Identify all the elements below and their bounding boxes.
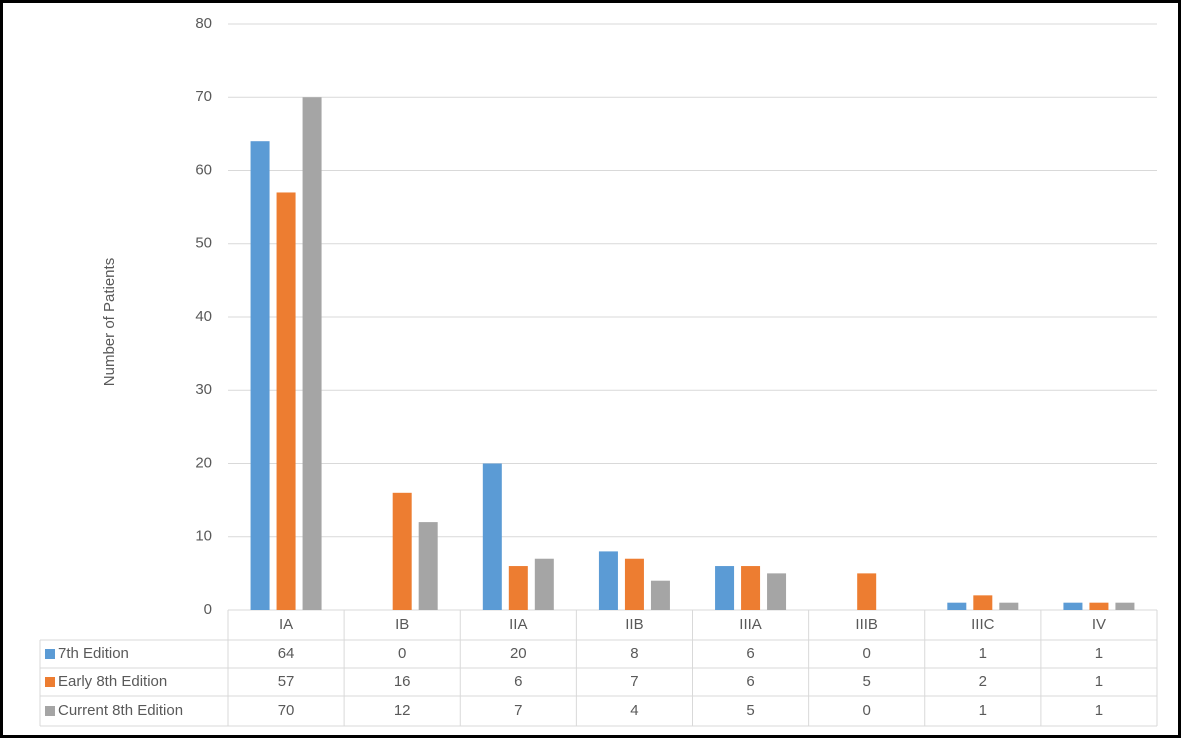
- table-value: 2: [979, 673, 987, 690]
- y-tick-label: 70: [195, 88, 212, 105]
- y-tick-label: 0: [204, 601, 212, 618]
- x-tick-label: IIB: [625, 616, 643, 633]
- legend-key: [45, 649, 55, 659]
- legend-key: [45, 677, 55, 687]
- table-value: 1: [1095, 702, 1103, 719]
- table-value: 64: [278, 645, 295, 662]
- table-value: 16: [394, 673, 411, 690]
- x-tick-label: IIIA: [739, 616, 762, 633]
- bar: [250, 141, 270, 610]
- bar: [1063, 602, 1083, 610]
- bar: [508, 566, 528, 610]
- bar: [650, 580, 670, 610]
- x-tick-label: IIIC: [971, 616, 995, 633]
- bar: [973, 595, 993, 610]
- bar: [999, 602, 1019, 610]
- bar: [534, 558, 554, 610]
- bar: [767, 573, 787, 610]
- table-value: 4: [630, 702, 638, 719]
- table-value: 5: [746, 702, 754, 719]
- y-tick-label: 60: [195, 161, 212, 178]
- legend-label: Current 8th Edition: [58, 702, 183, 719]
- table-value: 70: [278, 702, 295, 719]
- table-value: 0: [863, 702, 871, 719]
- table-value: 6: [514, 673, 522, 690]
- table-value: 0: [398, 645, 406, 662]
- y-tick-label: 10: [195, 528, 212, 545]
- table-value: 1: [979, 702, 987, 719]
- table-value: 5: [863, 673, 871, 690]
- y-tick-label: 80: [195, 15, 212, 32]
- bar: [715, 566, 735, 610]
- bar: [276, 192, 296, 610]
- table-value: 0: [863, 645, 871, 662]
- x-tick-label: IIA: [509, 616, 527, 633]
- y-tick-label: 30: [195, 381, 212, 398]
- legend-key: [45, 706, 55, 716]
- table-value: 7: [630, 673, 638, 690]
- table-value: 6: [746, 673, 754, 690]
- table-value: 57: [278, 673, 295, 690]
- y-axis-label: Number of Patients: [101, 258, 118, 386]
- y-tick-label: 40: [195, 308, 212, 325]
- bar: [302, 97, 322, 610]
- bar: [1089, 602, 1109, 610]
- bar: [598, 551, 618, 610]
- legend-label: 7th Edition: [58, 645, 129, 662]
- bar: [947, 602, 967, 610]
- table-value: 1: [1095, 645, 1103, 662]
- x-tick-label: IV: [1092, 616, 1106, 633]
- table-value: 12: [394, 702, 411, 719]
- table-value: 1: [1095, 673, 1103, 690]
- bar: [624, 558, 644, 610]
- y-tick-label: 20: [195, 454, 212, 471]
- bar: [857, 573, 877, 610]
- bar: [741, 566, 761, 610]
- table-value: 8: [630, 645, 638, 662]
- bar: [418, 522, 438, 610]
- x-tick-label: IB: [395, 616, 409, 633]
- legend-label: Early 8th Edition: [58, 673, 167, 690]
- table-value: 20: [510, 645, 527, 662]
- bar: [482, 463, 502, 610]
- x-tick-label: IA: [279, 616, 293, 633]
- x-tick-label: IIIB: [855, 616, 878, 633]
- bar: [392, 492, 412, 610]
- table-value: 1: [979, 645, 987, 662]
- y-tick-label: 50: [195, 235, 212, 252]
- bar: [1115, 602, 1135, 610]
- table-value: 6: [746, 645, 754, 662]
- table-value: 7: [514, 702, 522, 719]
